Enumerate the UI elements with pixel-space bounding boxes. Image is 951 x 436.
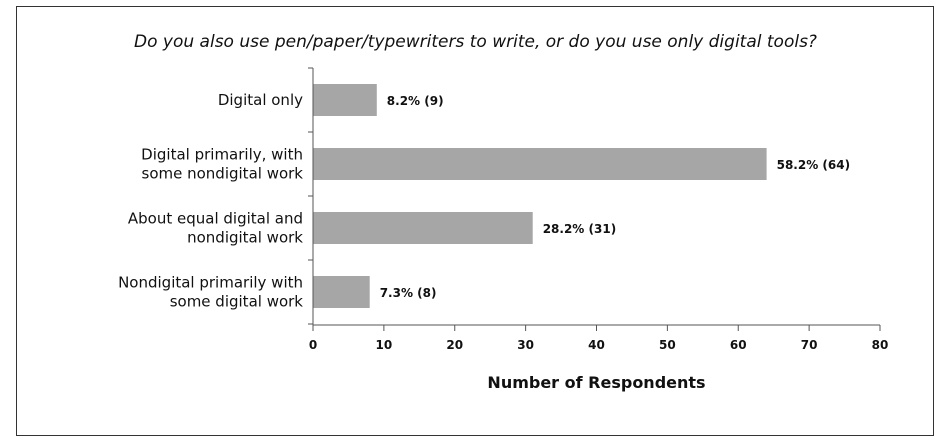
x-tick-label: 60 <box>730 338 747 352</box>
x-axis-label: Number of Respondents <box>487 373 705 392</box>
data-label: 58.2% (64) <box>777 158 850 172</box>
bar <box>313 212 533 244</box>
chart-title: Do you also use pen/paper/typewriters to… <box>134 32 817 52</box>
bar-chart: 8.2% (9) Digital only 58.2% (64) Digital pr… <box>118 67 889 392</box>
data-label: 8.2% (9) <box>387 94 444 108</box>
x-tick-label: 80 <box>872 338 889 352</box>
category-label: About equal digital and nondigital work <box>128 210 303 247</box>
bar <box>313 148 767 180</box>
category-label: Nondigital primarily with some digital wo… <box>118 274 303 311</box>
data-label: 28.2% (31) <box>543 222 616 236</box>
data-label: 7.3% (8) <box>380 286 437 300</box>
bar <box>313 84 377 116</box>
x-tick-label: 70 <box>801 338 818 352</box>
axes: 0 10 20 30 40 50 60 70 80 <box>308 67 889 352</box>
category-label: Digital only <box>218 91 303 109</box>
category-label: Digital primarily, with some nondigital w… <box>141 146 303 183</box>
bar <box>313 276 370 308</box>
x-tick-label: 30 <box>517 338 534 352</box>
x-tick-label: 10 <box>376 338 393 352</box>
x-tick-label: 20 <box>446 338 463 352</box>
x-tick-label: 40 <box>588 338 605 352</box>
bars: 8.2% (9) Digital only 58.2% (64) Digital pr… <box>118 84 850 311</box>
x-tick-label: 0 <box>309 338 317 352</box>
x-tick-label: 50 <box>659 338 676 352</box>
